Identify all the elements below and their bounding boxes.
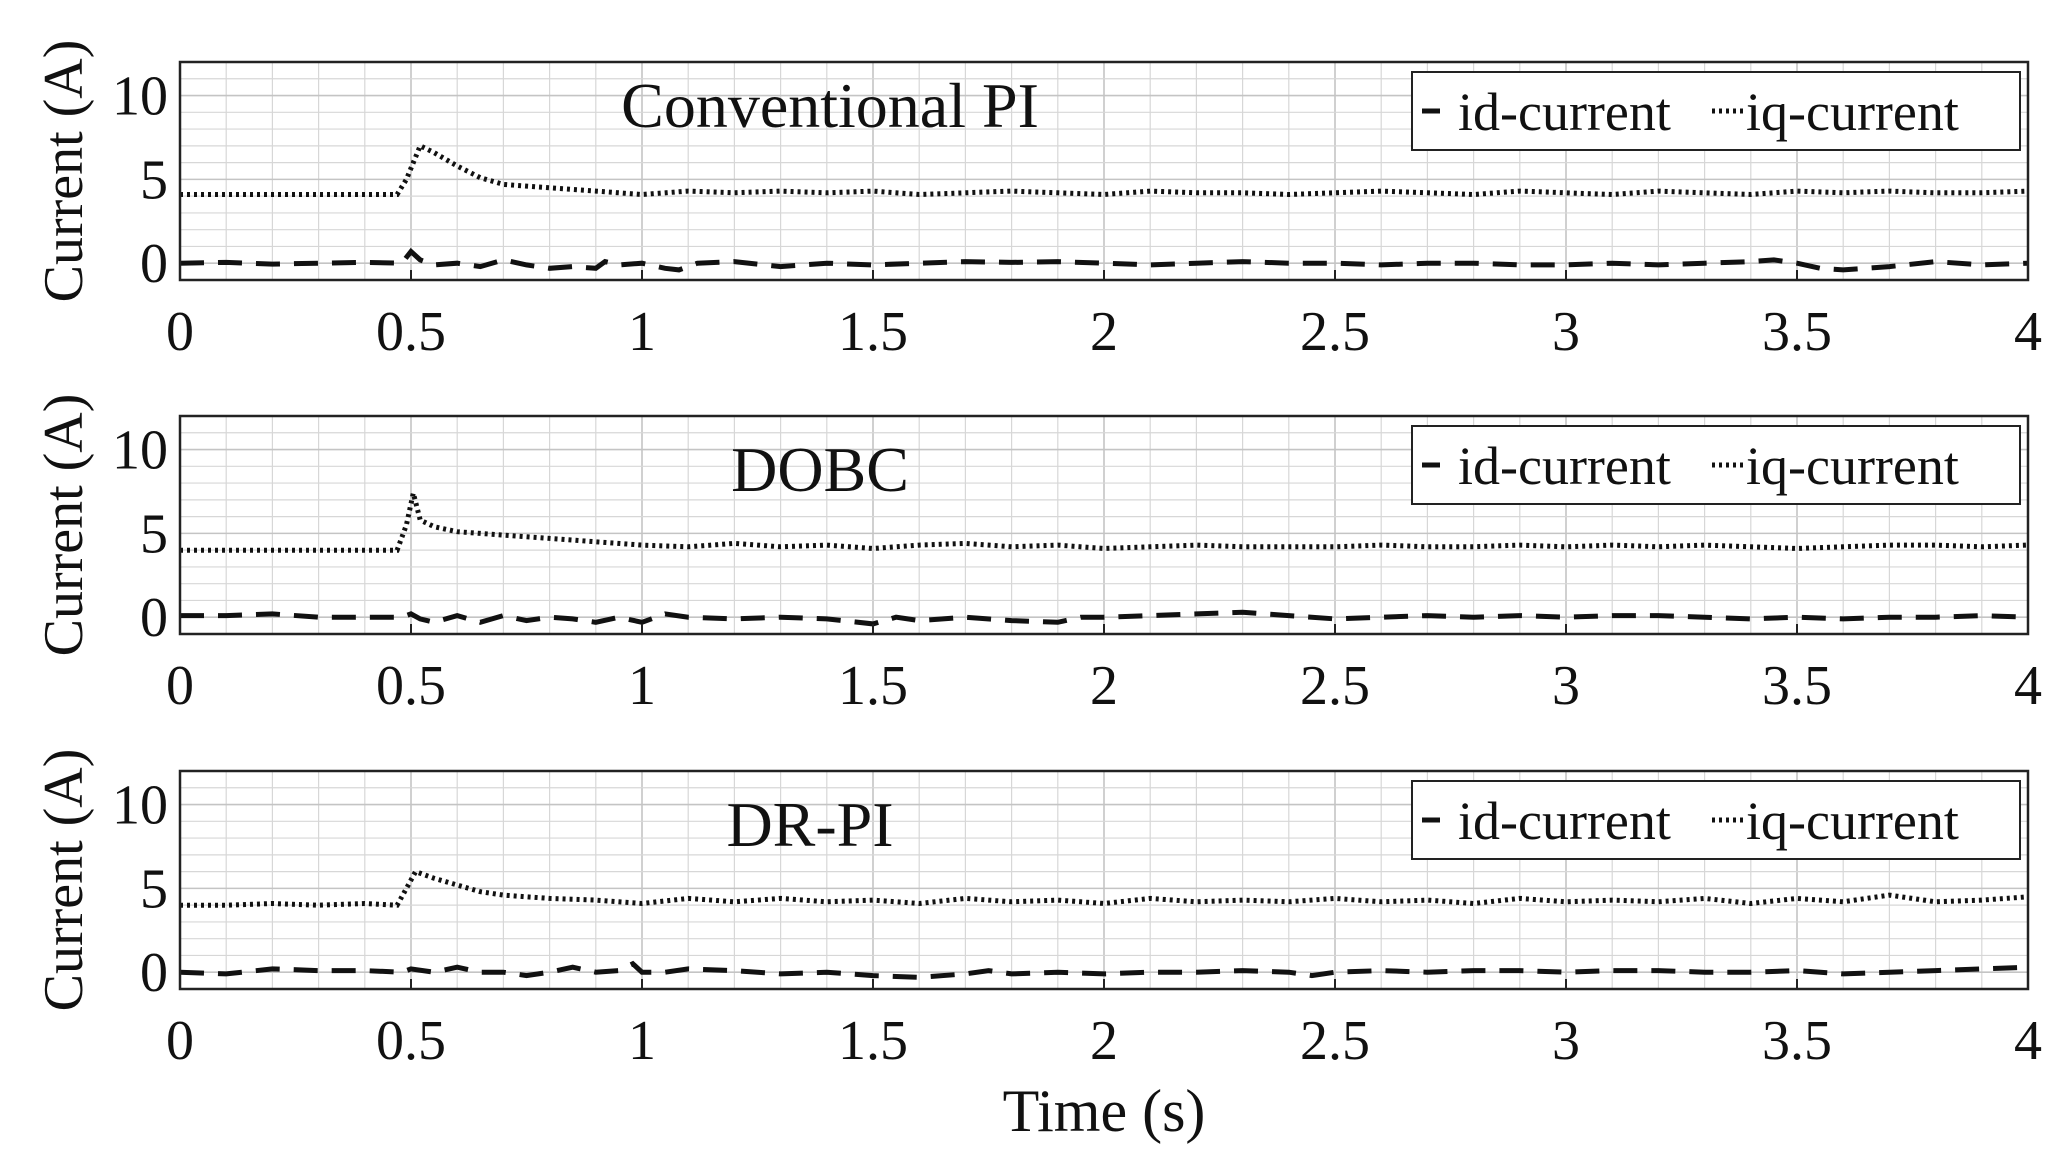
series-line-id-current — [179, 247, 2029, 273]
x-tick-label: 2 — [1090, 301, 1118, 363]
legend: id-current iq-current — [1411, 425, 2021, 505]
y-axis-label: Current (A) — [33, 40, 95, 303]
legend-box — [1411, 71, 2021, 151]
x-tick-label: 1 — [628, 1010, 656, 1072]
legend-label-iq: iq-current — [1746, 436, 1959, 496]
x-tick-label: 4 — [2014, 655, 2042, 717]
legend-box — [1411, 780, 2021, 860]
x-tick-label: 0 — [166, 301, 194, 363]
y-tick-label: 0 — [140, 942, 168, 1004]
x-tick-label: 4 — [2014, 1010, 2042, 1072]
y-tick-label: 10 — [112, 420, 168, 482]
chart-panel: 0 0.5 1 1.5 2 2.5 3 3.5 4 0 5 10 Current (A) DR-PI id-… — [33, 749, 2042, 1144]
x-tick-label: 3 — [1552, 1010, 1580, 1072]
legend-label-id: id-current — [1458, 82, 1671, 142]
x-tick-label: 1 — [628, 655, 656, 717]
x-tick-label: 3.5 — [1762, 1010, 1832, 1072]
y-tick-label: 10 — [112, 66, 168, 128]
legend-label-iq: iq-current — [1746, 791, 1959, 851]
x-tick-label: 0 — [166, 655, 194, 717]
x-tick-label: 0 — [166, 1010, 194, 1072]
x-tick-label: 0.5 — [376, 301, 446, 363]
x-tick-label: 2.5 — [1300, 1010, 1370, 1072]
legend: id-current iq-current — [1411, 780, 2021, 860]
series-line-iq-current — [180, 492, 2029, 553]
x-tick-label: 0.5 — [376, 1010, 446, 1072]
x-tick-label: 2.5 — [1300, 655, 1370, 717]
x-tick-label: 1.5 — [838, 655, 908, 717]
y-tick-label: 5 — [140, 858, 168, 920]
y-axis-label: Current (A) — [33, 394, 95, 657]
x-tick-label: 1.5 — [838, 301, 908, 363]
x-tick-label: 2 — [1090, 655, 1118, 717]
x-tick-label: 3.5 — [1762, 655, 1832, 717]
y-tick-label: 5 — [140, 149, 168, 211]
x-tick-label: 0.5 — [376, 655, 446, 717]
legend-box — [1411, 425, 2021, 505]
x-tick-label: 1.5 — [838, 1010, 908, 1072]
y-tick-label: 0 — [140, 233, 168, 295]
legend-label-id: id-current — [1458, 791, 1671, 851]
y-tick-label: 10 — [112, 775, 168, 837]
grid — [179, 61, 2029, 281]
x-tick-label: 2 — [1090, 1010, 1118, 1072]
y-axis-label: Current (A) — [33, 749, 95, 1012]
series-line-iq-current — [180, 142, 2029, 198]
legend-label-id: id-current — [1458, 436, 1671, 496]
panel-title: DR-PI — [726, 789, 893, 860]
chart-panel: 0 0.5 1 1.5 2 2.5 3 3.5 4 0 5 10 Current (A) DOBC id-c… — [33, 394, 2042, 717]
y-tick-label: 5 — [140, 503, 168, 565]
series-line-iq-current — [180, 868, 2029, 908]
legend-label-iq: iq-current — [1746, 82, 1959, 142]
legend: id-current iq-current — [1411, 71, 2021, 151]
x-tick-label: 3.5 — [1762, 301, 1832, 363]
x-tick-label: 3 — [1552, 655, 1580, 717]
x-tick-label: 2.5 — [1300, 301, 1370, 363]
x-tick-label: 3 — [1552, 301, 1580, 363]
chart-panel: 0 0.5 1 1.5 2 2.5 3 3.5 4 0 5 10 Current (A) Conventi… — [33, 40, 2042, 363]
y-tick-label: 0 — [140, 587, 168, 649]
x-tick-label: 4 — [2014, 301, 2042, 363]
panel-title: Conventional PI — [621, 70, 1039, 141]
x-tick-label: 1 — [628, 301, 656, 363]
panel-title: DOBC — [731, 434, 909, 505]
series-line-id-current — [179, 960, 2029, 980]
x-axis-label: Time (s) — [1003, 1078, 1206, 1144]
